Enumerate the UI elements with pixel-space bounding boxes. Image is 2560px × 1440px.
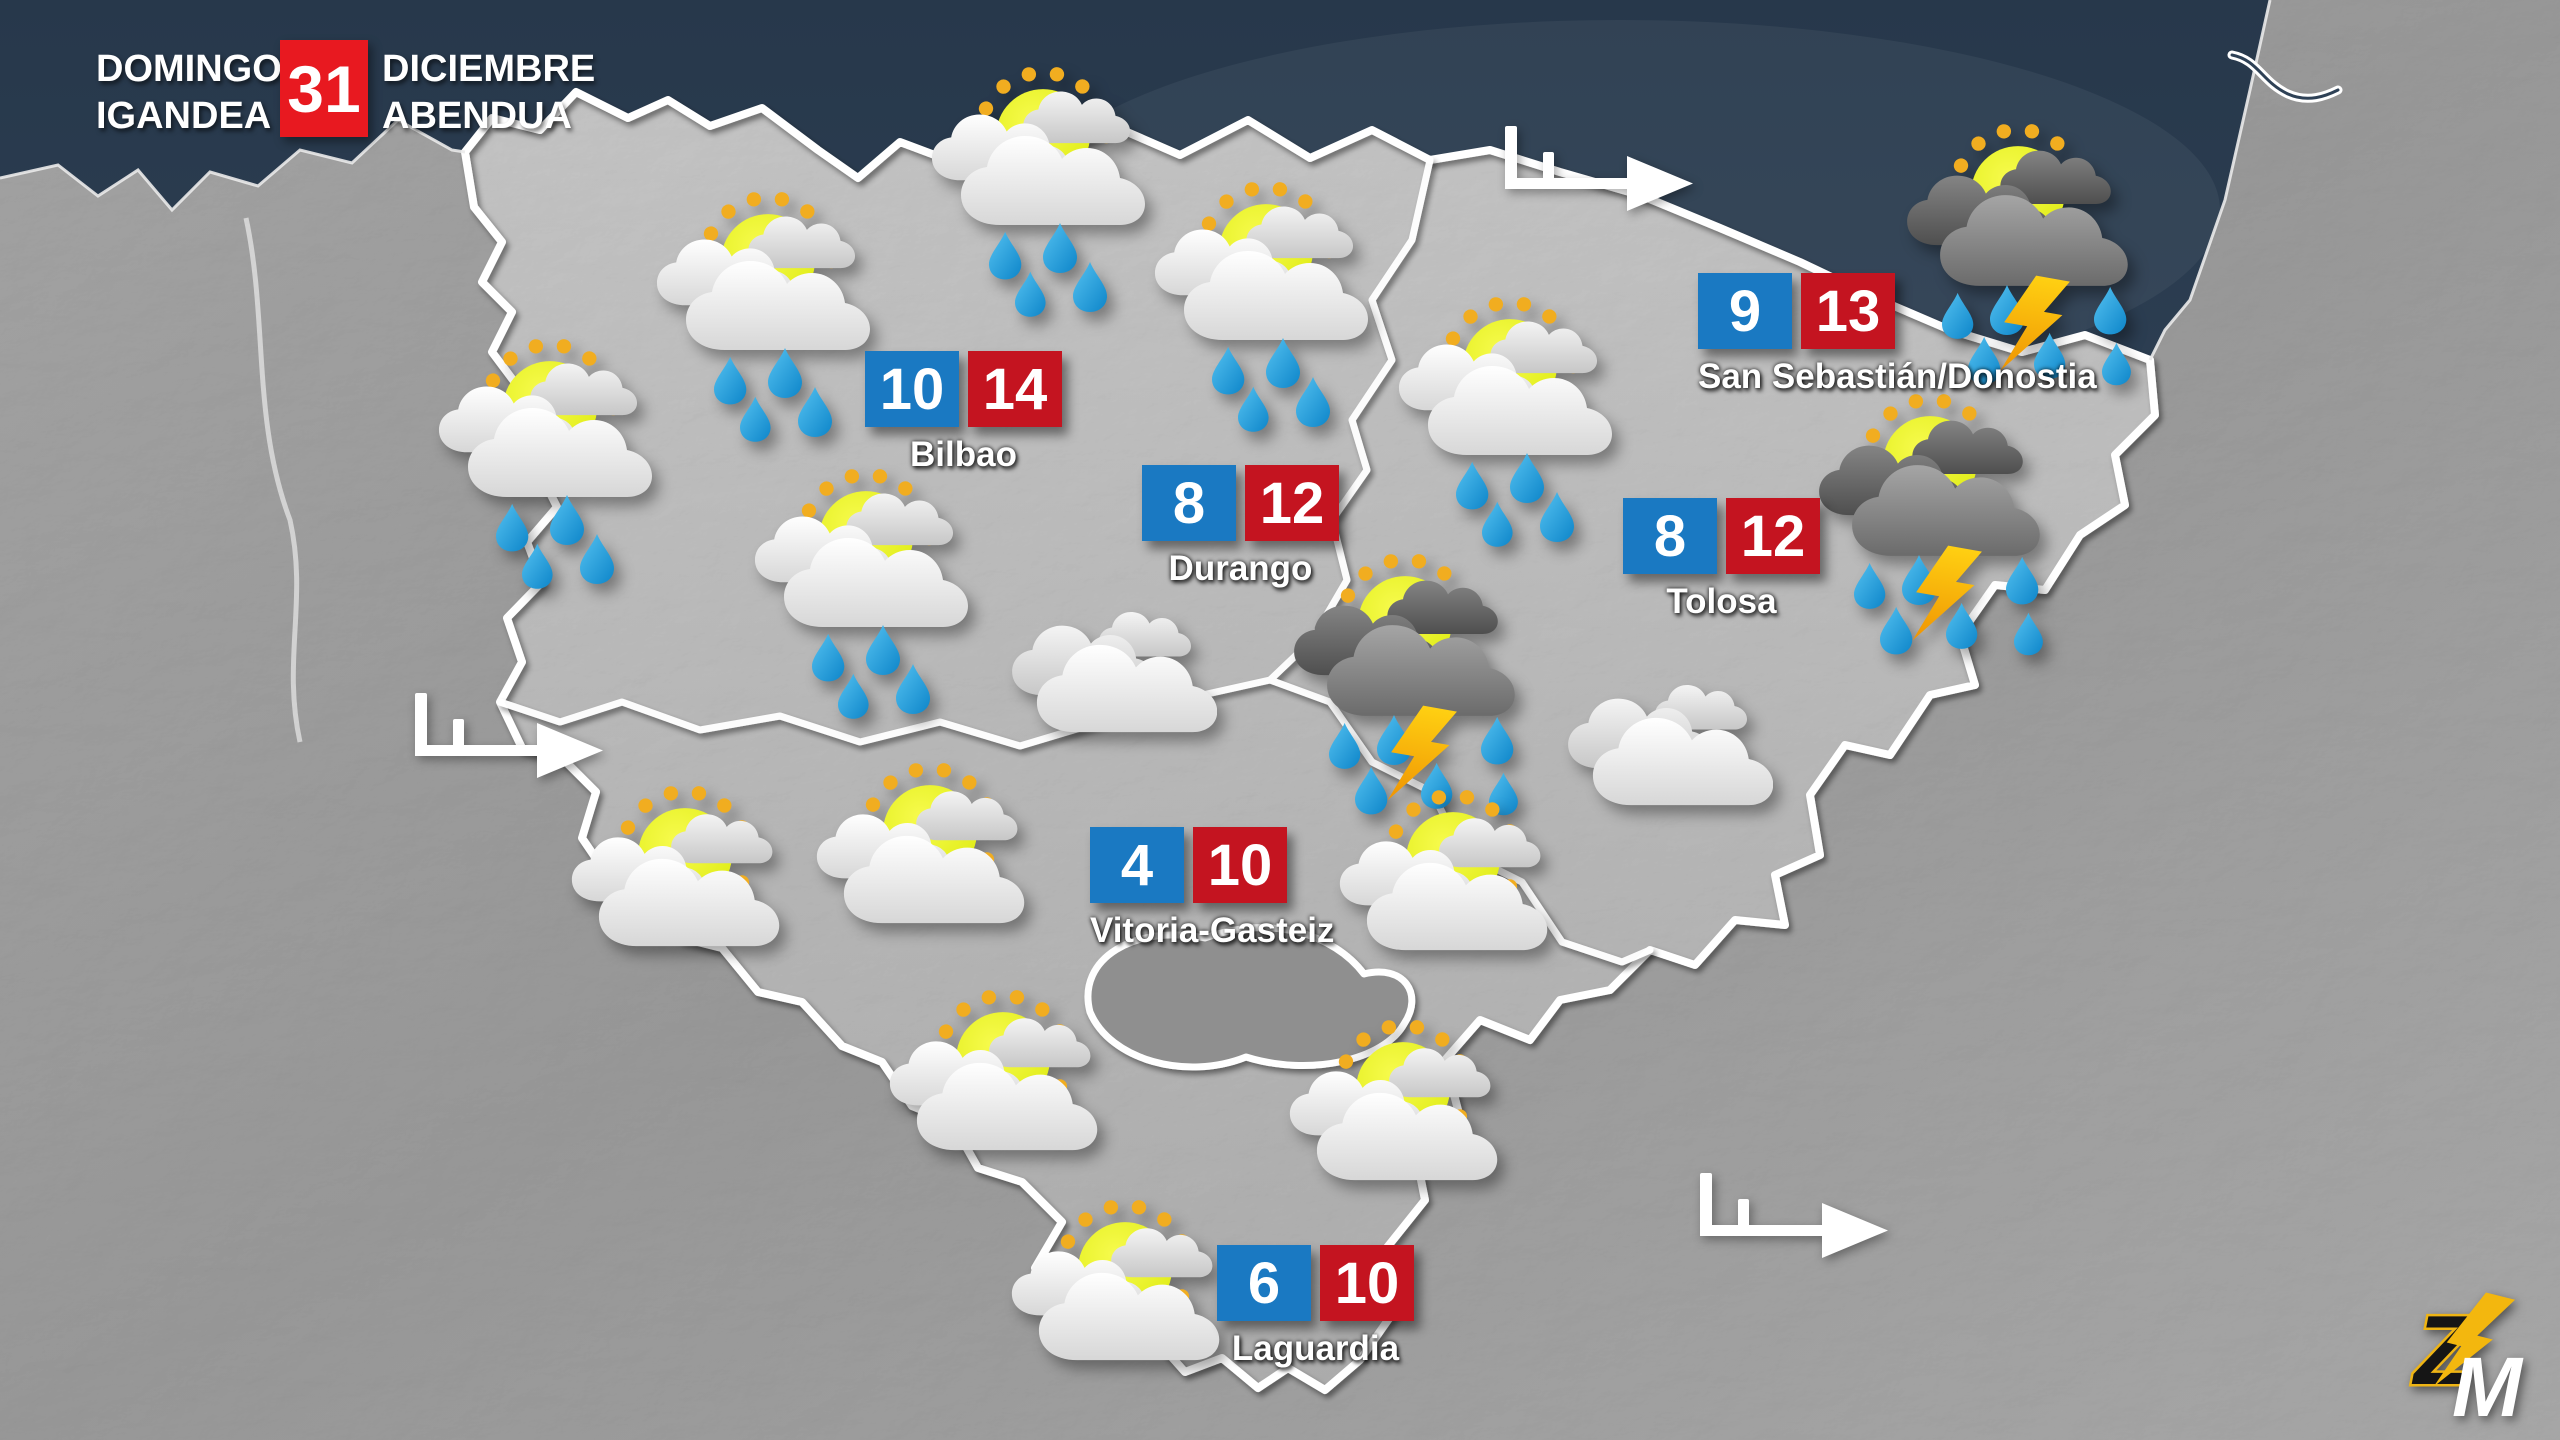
weekday-eu: IGANDEA — [96, 95, 272, 137]
weekday-es: DOMINGO — [96, 48, 282, 90]
sun-cloud-rain-icon — [748, 460, 988, 725]
basque-region-border — [461, 88, 2159, 1394]
month-es: DICIEMBRE — [382, 48, 596, 90]
clouds-icon — [1007, 607, 1217, 737]
sun-cloud-rain-icon — [1392, 288, 1632, 553]
city-label: Bilbao — [910, 435, 1017, 474]
sun-storm-lightning-icon — [1810, 383, 2070, 668]
clouds-icon — [1563, 680, 1773, 810]
border-west-faint — [243, 217, 303, 743]
trevino-enclave — [1084, 924, 1416, 1071]
min-temp-badge: 8 — [1623, 498, 1717, 574]
weekday-label: DOMINGO IGANDEA — [96, 40, 282, 140]
city-label: Vitoria-Gasteiz — [1090, 911, 1335, 950]
sun-clouds-icon — [1005, 1185, 1235, 1400]
sun-clouds-icon — [810, 748, 1040, 963]
month-eu: ABENDUA — [382, 95, 572, 137]
sun-clouds-icon — [565, 771, 795, 986]
date-badge: 31 — [280, 40, 368, 137]
min-temp-badge: 9 — [1698, 273, 1792, 349]
city-label: Tolosa — [1666, 582, 1777, 621]
sun-clouds-icon — [1283, 1005, 1513, 1220]
city-forecast-tolosa: 8 12 Tolosa — [1623, 498, 1820, 622]
max-temp-badge: 14 — [968, 351, 1062, 427]
city-label: Durango — [1168, 549, 1313, 588]
date-header: DOMINGO IGANDEA 31 DICIEMBRE ABENDUA — [96, 40, 595, 140]
min-temp-badge: 8 — [1142, 465, 1236, 541]
max-temp-badge: 12 — [1245, 465, 1339, 541]
min-temp-badge: 10 — [865, 351, 959, 427]
max-temp-badge: 12 — [1726, 498, 1820, 574]
city-forecast-vitoria-gasteiz: 4 10 Vitoria-Gasteiz — [1090, 827, 1334, 951]
city-label: San Sebastián/Donostia — [1698, 357, 2097, 396]
wind-arrow-icon — [415, 693, 603, 778]
sun-cloud-rain-icon — [650, 183, 890, 448]
min-temp-badge: 6 — [1217, 1245, 1311, 1321]
logo-letter-m: M — [2452, 1340, 2524, 1420]
sun-clouds-icon — [1333, 775, 1563, 990]
city-forecast-bilbao: 10 14 Bilbao — [865, 351, 1062, 475]
sun-clouds-icon — [883, 975, 1113, 1190]
weather-program-logo: Z M — [2409, 1292, 2524, 1420]
sun-cloud-rain-icon — [925, 58, 1165, 323]
coastline — [0, 0, 2272, 361]
city-label: Laguardia — [1231, 1329, 1400, 1368]
wind-arrow-icon — [1700, 1173, 1888, 1258]
city-forecast-san-sebastian: 9 13 San Sebastián/Donostia — [1698, 273, 2097, 397]
city-forecast-laguardia: 6 10 Laguardia — [1217, 1245, 1414, 1369]
month-label: DICIEMBRE ABENDUA — [382, 40, 595, 140]
max-temp-badge: 10 — [1320, 1245, 1414, 1321]
bidasoa-river — [2227, 50, 2343, 103]
sun-cloud-rain-icon — [1148, 173, 1388, 438]
max-temp-badge: 10 — [1193, 827, 1287, 903]
city-forecast-durango: 8 12 Durango — [1142, 465, 1339, 589]
max-temp-badge: 13 — [1801, 273, 1895, 349]
min-temp-badge: 4 — [1090, 827, 1184, 903]
wind-arrow-icon — [1505, 126, 1693, 211]
logo-lightning-icon — [2433, 1292, 2516, 1387]
sun-cloud-rain-icon — [432, 330, 672, 595]
